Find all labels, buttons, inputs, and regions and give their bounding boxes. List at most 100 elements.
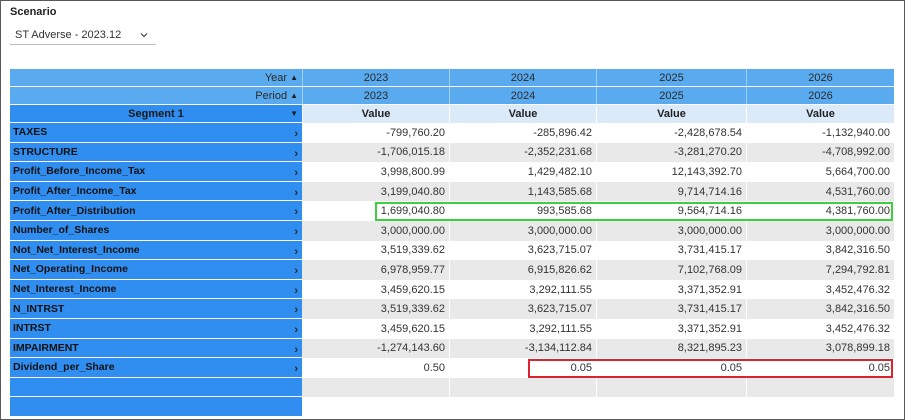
table-cell: 3,623,715.07 bbox=[449, 240, 596, 261]
table-cell: 3,371,352.91 bbox=[596, 279, 746, 300]
table-cell: -4,708,992.00 bbox=[746, 142, 894, 163]
table-cell: 9,714,714.16 bbox=[596, 181, 746, 202]
chevron-right-icon[interactable]: › bbox=[294, 363, 298, 376]
table-cell: 5,664,700.00 bbox=[746, 162, 894, 182]
chevron-right-icon[interactable]: › bbox=[294, 128, 298, 140]
chevron-right-icon[interactable]: › bbox=[294, 284, 298, 297]
year-header-cell: 2026 bbox=[746, 69, 894, 87]
table-cell: -3,134,112.84 bbox=[449, 338, 596, 359]
table-cell: 3,519,339.62 bbox=[302, 240, 449, 261]
table-cell: -1,706,015.18 bbox=[302, 142, 449, 163]
row-label-11[interactable]: IMPAIRMENT › bbox=[10, 338, 302, 359]
table-cell: 993,585.68 bbox=[449, 201, 596, 221]
year-header-cell: 2025 bbox=[596, 69, 746, 87]
period-header-text: Period bbox=[255, 89, 288, 102]
row-label-3[interactable]: Profit_After_Income_Tax › bbox=[10, 181, 302, 202]
table-cell: 3,000,000.00 bbox=[746, 221, 894, 241]
table-cell: 4,381,760.00 bbox=[746, 201, 894, 221]
scenario-dropdown[interactable]: ST Adverse - 2023.12 bbox=[10, 25, 156, 45]
column-divider bbox=[596, 105, 597, 412]
table-cell: -1,132,940.00 bbox=[746, 123, 894, 143]
scenario-label: Scenario bbox=[10, 6, 57, 18]
column-divider bbox=[449, 105, 450, 412]
data-grid: Year ▲ 2023 2024 2025 2026 Period ▲ 2023 2024 2025… bbox=[10, 69, 894, 417]
row-label-12[interactable]: Dividend_per_Share › bbox=[10, 358, 302, 378]
chevron-right-icon[interactable]: › bbox=[294, 304, 298, 317]
table-cell: 4,531,760.00 bbox=[746, 181, 894, 202]
chevron-right-icon[interactable]: › bbox=[294, 186, 298, 199]
chevron-right-icon[interactable]: › bbox=[294, 206, 298, 219]
row-label-text: Number_of_Shares bbox=[13, 224, 110, 237]
sort-ascending-icon[interactable]: ▲ bbox=[290, 91, 298, 100]
period-header-cell: 2026 bbox=[746, 87, 894, 105]
row-label-10[interactable]: INTRST › bbox=[10, 319, 302, 339]
table-cell: 6,915,826.62 bbox=[449, 260, 596, 280]
row-label-9[interactable]: N_INTRST › bbox=[10, 299, 302, 319]
empty-row-label bbox=[10, 397, 302, 417]
value-header-cell: Value bbox=[302, 105, 449, 123]
period-header-cell: 2023 bbox=[302, 87, 449, 105]
value-header-cell: Value bbox=[449, 105, 596, 123]
table-cell: 6,978,959.77 bbox=[302, 260, 449, 280]
period-header-label[interactable]: Period ▲ bbox=[10, 87, 302, 105]
table-cell: 3,452,476.32 bbox=[746, 279, 894, 300]
chevron-right-icon[interactable]: › bbox=[294, 167, 298, 180]
row-label-1[interactable]: STRUCTURE › bbox=[10, 142, 302, 163]
row-label-5[interactable]: Number_of_Shares › bbox=[10, 221, 302, 241]
table-cell: 3,998,800.99 bbox=[302, 162, 449, 182]
row-label-6[interactable]: Not_Net_Interest_Income › bbox=[10, 240, 302, 261]
row-label-text: Net_Operating_Income bbox=[13, 263, 128, 276]
table-cell: 3,371,352.91 bbox=[596, 319, 746, 339]
row-label-7[interactable]: Net_Operating_Income › bbox=[10, 260, 302, 280]
chevron-right-icon[interactable]: › bbox=[294, 324, 298, 336]
chevron-right-icon[interactable]: › bbox=[294, 265, 298, 278]
table-cell: 12,143,392.70 bbox=[596, 162, 746, 182]
table-cell: 3,199,040.80 bbox=[302, 181, 449, 202]
row-label-text: Profit_After_Distribution bbox=[13, 204, 136, 217]
scenario-selected-value: ST Adverse - 2023.12 bbox=[15, 28, 122, 41]
table-cell: 7,102,768.09 bbox=[596, 260, 746, 280]
empty-cell bbox=[449, 397, 596, 417]
table-cell: -799,760.20 bbox=[302, 123, 449, 143]
row-label-0[interactable]: TAXES › bbox=[10, 123, 302, 143]
column-divider bbox=[746, 105, 747, 412]
empty-cell bbox=[596, 377, 746, 398]
year-header-label[interactable]: Year ▲ bbox=[10, 69, 302, 87]
table-cell: 3,519,339.62 bbox=[302, 299, 449, 319]
row-label-4[interactable]: Profit_After_Distribution › bbox=[10, 201, 302, 221]
table-cell: 7,294,792.81 bbox=[746, 260, 894, 280]
table-cell: 1,699,040.80 bbox=[302, 201, 449, 221]
row-label-2[interactable]: Profit_Before_Income_Tax › bbox=[10, 162, 302, 182]
row-label-text: Not_Net_Interest_Income bbox=[13, 243, 140, 256]
table-cell: 3,292,111.55 bbox=[449, 279, 596, 300]
sort-ascending-icon[interactable]: ▲ bbox=[290, 73, 298, 82]
table-cell: -3,281,270.20 bbox=[596, 142, 746, 163]
table-cell: 0.05 bbox=[449, 358, 596, 378]
row-label-text: N_INTRST bbox=[13, 302, 65, 315]
row-label-text: INTRST bbox=[13, 322, 51, 335]
table-cell: 0.50 bbox=[302, 358, 449, 378]
row-label-text: Profit_Before_Income_Tax bbox=[13, 165, 146, 178]
value-header-cell: Value bbox=[596, 105, 746, 123]
chevron-right-icon[interactable]: › bbox=[294, 245, 298, 258]
year-header-cell: 2024 bbox=[449, 69, 596, 87]
table-cell: -2,352,231.68 bbox=[449, 142, 596, 163]
empty-cell bbox=[746, 397, 894, 417]
table-cell: 3,731,415.17 bbox=[596, 299, 746, 319]
table-cell: 3,459,620.15 bbox=[302, 279, 449, 300]
table-cell: 3,452,476.32 bbox=[746, 319, 894, 339]
sort-descending-icon[interactable]: ▼ bbox=[290, 109, 298, 118]
chevron-right-icon[interactable]: › bbox=[294, 343, 298, 356]
year-header-text: Year bbox=[264, 71, 288, 84]
chevron-right-icon[interactable]: › bbox=[294, 147, 298, 160]
segment-header[interactable]: Segment 1 ▼ bbox=[10, 105, 302, 123]
row-label-8[interactable]: Net_Interest_Income › bbox=[10, 279, 302, 300]
row-label-text: STRUCTURE bbox=[13, 145, 78, 158]
table-cell: 3,000,000.00 bbox=[449, 221, 596, 241]
table-cell: 3,731,415.17 bbox=[596, 240, 746, 261]
chevron-right-icon[interactable]: › bbox=[294, 226, 298, 238]
table-cell: 1,143,585.68 bbox=[449, 181, 596, 202]
table-cell: -2,428,678.54 bbox=[596, 123, 746, 143]
table-cell: 3,078,899.18 bbox=[746, 338, 894, 359]
